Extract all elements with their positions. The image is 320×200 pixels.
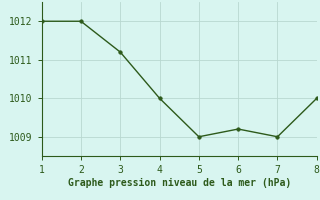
X-axis label: Graphe pression niveau de la mer (hPa): Graphe pression niveau de la mer (hPa) bbox=[68, 178, 291, 188]
